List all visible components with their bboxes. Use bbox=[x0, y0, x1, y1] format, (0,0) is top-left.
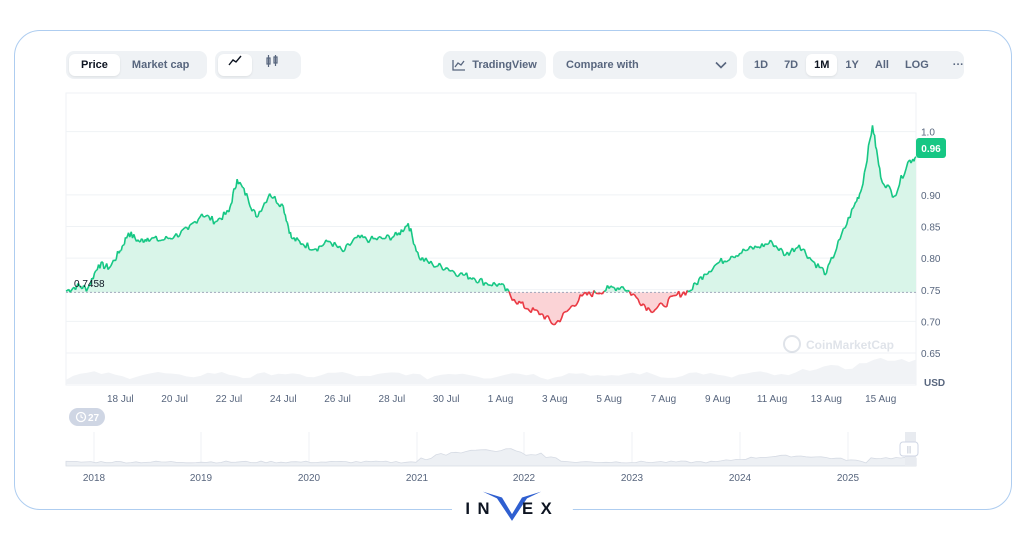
navigator-year-label: 2019 bbox=[190, 473, 213, 484]
more-options-button[interactable]: ··· bbox=[952, 59, 964, 71]
history-icon bbox=[75, 411, 87, 423]
price-marketcap-toggle: Price Market cap bbox=[66, 51, 207, 79]
y-tick-label: 0.65 bbox=[921, 349, 941, 360]
range-selector: 1D 7D 1M 1Y All LOG ··· bbox=[743, 51, 964, 79]
x-tick-label: 1 Aug bbox=[488, 394, 514, 405]
tab-price[interactable]: Price bbox=[69, 54, 120, 76]
navigator-year-label: 2023 bbox=[621, 473, 644, 484]
watermark-text: CoinMarketCap bbox=[806, 338, 894, 352]
compare-with-select[interactable]: Compare with bbox=[553, 51, 737, 79]
candlestick-icon[interactable] bbox=[252, 54, 292, 76]
y-tick-label: 0.70 bbox=[921, 317, 941, 328]
cmc-logo-icon bbox=[783, 335, 801, 353]
price-line-up bbox=[65, 125, 917, 294]
line-chart-icon[interactable] bbox=[218, 54, 252, 76]
x-tick-label: 15 Aug bbox=[865, 394, 896, 405]
y-tick-label: 0.80 bbox=[921, 254, 941, 265]
history-badge[interactable] bbox=[69, 408, 105, 426]
x-tick-label: 11 Aug bbox=[757, 394, 787, 405]
brand-text-left: IN bbox=[465, 499, 497, 518]
x-tick-label: 24 Jul bbox=[270, 394, 297, 405]
y-tick-label: 0.85 bbox=[921, 223, 941, 234]
navigator-year-label: 2025 bbox=[837, 473, 860, 484]
brand-text-right: EX bbox=[522, 499, 559, 518]
x-tick-label: 5 Aug bbox=[596, 394, 622, 405]
range-1m[interactable]: 1M bbox=[806, 54, 838, 76]
area-fill-up bbox=[66, 125, 916, 293]
x-tick-label: 13 Aug bbox=[811, 394, 842, 405]
navigator-area bbox=[65, 448, 917, 467]
tab-market-cap[interactable]: Market cap bbox=[131, 59, 190, 71]
navigator-year-label: 2020 bbox=[298, 473, 321, 484]
x-tick-label: 26 Jul bbox=[324, 394, 351, 405]
x-tick-label: 9 Aug bbox=[705, 394, 731, 405]
volume-area bbox=[66, 357, 916, 384]
invex-brand: IN EX bbox=[452, 491, 573, 521]
navigator-year-label: 2018 bbox=[83, 473, 106, 484]
current-price-label: 0.96 bbox=[921, 144, 941, 155]
currency-label: USD bbox=[924, 378, 945, 389]
y-tick-label: 0.90 bbox=[921, 191, 941, 202]
x-tick-label: 18 Jul bbox=[107, 394, 134, 405]
x-tick-label: 30 Jul bbox=[433, 394, 460, 405]
tradingview-button[interactable]: TradingView bbox=[443, 51, 546, 79]
x-tick-label: 22 Jul bbox=[216, 394, 243, 405]
range-log[interactable]: LOG bbox=[904, 59, 929, 71]
x-tick-label: 3 Aug bbox=[542, 394, 568, 405]
navigator-handle-label: || bbox=[907, 445, 911, 454]
y-tick-label: 1.0 bbox=[921, 128, 935, 139]
navigator-handle[interactable] bbox=[899, 441, 919, 457]
navigator-year-label: 2024 bbox=[729, 473, 752, 484]
tradingview-icon bbox=[452, 60, 466, 71]
price-line-down bbox=[508, 290, 688, 326]
x-tick-label: 28 Jul bbox=[379, 394, 406, 405]
range-all[interactable]: All bbox=[874, 59, 889, 71]
navigator-year-label: 2021 bbox=[406, 473, 429, 484]
baseline-label: 0.7458 bbox=[74, 279, 105, 290]
x-tick-label: 7 Aug bbox=[651, 394, 677, 405]
chart-type-toggle bbox=[215, 51, 301, 79]
range-1y[interactable]: 1Y bbox=[845, 59, 859, 71]
current-price-badge bbox=[916, 138, 946, 158]
history-count: 27 bbox=[88, 413, 100, 424]
range-7d[interactable]: 7D bbox=[784, 59, 799, 71]
tradingview-label: TradingView bbox=[472, 59, 537, 71]
navigator-year-label: 2022 bbox=[513, 473, 536, 484]
chevron-down-icon bbox=[715, 61, 727, 69]
compare-with-label: Compare with bbox=[566, 59, 639, 71]
y-tick-label: 0.75 bbox=[921, 286, 941, 297]
range-1d[interactable]: 1D bbox=[754, 59, 769, 71]
x-tick-label: 20 Jul bbox=[161, 394, 188, 405]
cmc-watermark: CoinMarketCap bbox=[783, 335, 894, 353]
